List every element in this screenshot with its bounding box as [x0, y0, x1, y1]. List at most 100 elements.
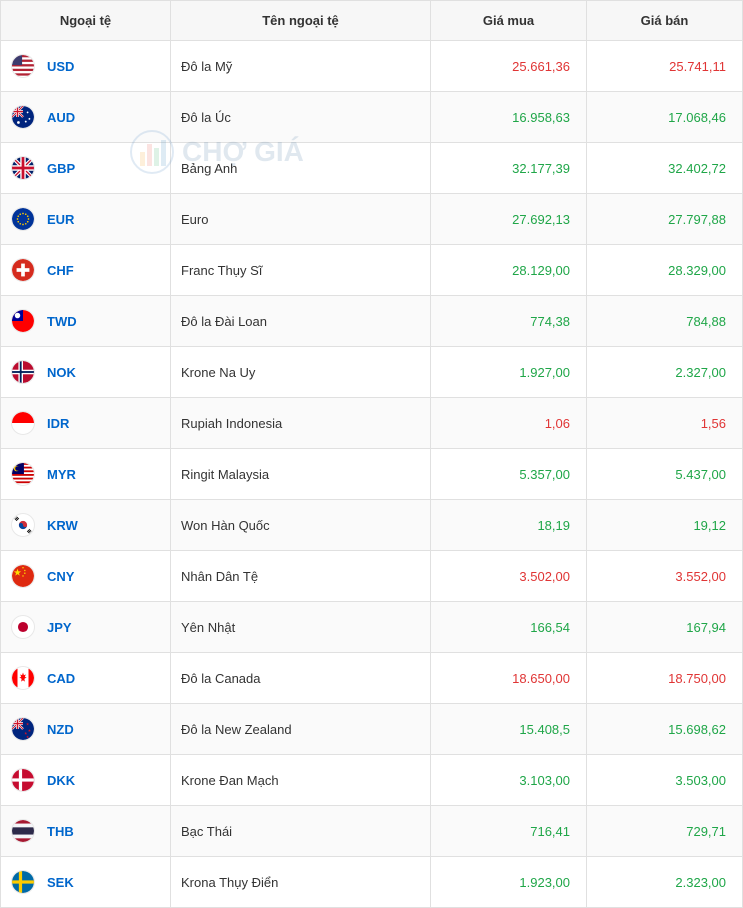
- cell-name: Yên Nhật: [171, 602, 431, 653]
- cell-sell-price: 784,88: [587, 296, 743, 347]
- cell-sell-price: 2.327,00: [587, 347, 743, 398]
- currency-code-link[interactable]: CNY: [47, 569, 74, 584]
- cell-name: Franc Thụy Sĩ: [171, 245, 431, 296]
- header-buy: Giá mua: [431, 1, 587, 41]
- cell-name: Won Hàn Quốc: [171, 500, 431, 551]
- cell-name: Đô la Canada: [171, 653, 431, 704]
- currency-code-link[interactable]: JPY: [47, 620, 72, 635]
- cell-buy-price: 5.357,00: [431, 449, 587, 500]
- cell-sell-price: 1,56: [587, 398, 743, 449]
- table-row: NZDĐô la New Zealand15.408,515.698,62: [1, 704, 743, 755]
- cell-code: IDR: [1, 398, 171, 449]
- flag-icon: [11, 309, 35, 333]
- cell-name: Bạc Thái: [171, 806, 431, 857]
- cell-name: Đô la Úc: [171, 92, 431, 143]
- cell-buy-price: 28.129,00: [431, 245, 587, 296]
- cell-name: Krone Na Uy: [171, 347, 431, 398]
- cell-name: Ringit Malaysia: [171, 449, 431, 500]
- table-row: THBBạc Thái716,41729,71: [1, 806, 743, 857]
- cell-name: Rupiah Indonesia: [171, 398, 431, 449]
- table-row: CAD Đô la Canada18.650,0018.750,00: [1, 653, 743, 704]
- flag-icon: [11, 615, 35, 639]
- flag-icon: [11, 258, 35, 282]
- currency-code-link[interactable]: KRW: [47, 518, 78, 533]
- currency-code-link[interactable]: DKK: [47, 773, 75, 788]
- cell-code: GBP: [1, 143, 171, 194]
- currency-code-link[interactable]: MYR: [47, 467, 76, 482]
- currency-code-link[interactable]: CAD: [47, 671, 75, 686]
- table-row: EUREuro27.692,1327.797,88: [1, 194, 743, 245]
- exchange-rate-table: Ngoại tệ Tên ngoại tệ Giá mua Giá bán US…: [0, 0, 743, 908]
- cell-code: CNY: [1, 551, 171, 602]
- cell-name: Bảng Anh: [171, 143, 431, 194]
- currency-code-link[interactable]: SEK: [47, 875, 74, 890]
- cell-buy-price: 3.502,00: [431, 551, 587, 602]
- currency-code-link[interactable]: NZD: [47, 722, 74, 737]
- currency-code-link[interactable]: NOK: [47, 365, 76, 380]
- cell-code: JPY: [1, 602, 171, 653]
- flag-icon: [11, 513, 35, 537]
- cell-name: Krona Thụy Điển: [171, 857, 431, 908]
- cell-sell-price: 3.552,00: [587, 551, 743, 602]
- cell-buy-price: 32.177,39: [431, 143, 587, 194]
- currency-code-link[interactable]: TWD: [47, 314, 77, 329]
- flag-icon: [11, 156, 35, 180]
- flag-icon: [11, 768, 35, 792]
- cell-sell-price: 729,71: [587, 806, 743, 857]
- flag-icon: [11, 411, 35, 435]
- header-sell: Giá bán: [587, 1, 743, 41]
- currency-code-link[interactable]: USD: [47, 59, 74, 74]
- flag-icon: [11, 819, 35, 843]
- cell-buy-price: 1.927,00: [431, 347, 587, 398]
- cell-code: SEK: [1, 857, 171, 908]
- cell-buy-price: 1.923,00: [431, 857, 587, 908]
- currency-code-link[interactable]: GBP: [47, 161, 75, 176]
- currency-code-link[interactable]: THB: [47, 824, 74, 839]
- cell-code: CAD: [1, 653, 171, 704]
- currency-code-link[interactable]: EUR: [47, 212, 74, 227]
- cell-name: Đô la Đài Loan: [171, 296, 431, 347]
- cell-name: Đô la New Zealand: [171, 704, 431, 755]
- cell-code: TWD: [1, 296, 171, 347]
- cell-code: USD: [1, 41, 171, 92]
- cell-sell-price: 25.741,11: [587, 41, 743, 92]
- cell-sell-price: 5.437,00: [587, 449, 743, 500]
- cell-sell-price: 15.698,62: [587, 704, 743, 755]
- cell-name: Đô la Mỹ: [171, 41, 431, 92]
- table-row: CNYNhân Dân Tệ3.502,003.552,00: [1, 551, 743, 602]
- cell-buy-price: 166,54: [431, 602, 587, 653]
- cell-buy-price: 18,19: [431, 500, 587, 551]
- flag-icon: [11, 207, 35, 231]
- cell-buy-price: 1,06: [431, 398, 587, 449]
- cell-sell-price: 27.797,88: [587, 194, 743, 245]
- cell-sell-price: 19,12: [587, 500, 743, 551]
- cell-sell-price: 167,94: [587, 602, 743, 653]
- currency-code-link[interactable]: IDR: [47, 416, 69, 431]
- flag-icon: [11, 870, 35, 894]
- cell-buy-price: 25.661,36: [431, 41, 587, 92]
- cell-code: KRW: [1, 500, 171, 551]
- cell-code: CHF: [1, 245, 171, 296]
- flag-icon: [11, 462, 35, 486]
- table-row: IDR Rupiah Indonesia1,061,56: [1, 398, 743, 449]
- cell-code: NOK: [1, 347, 171, 398]
- cell-buy-price: 774,38: [431, 296, 587, 347]
- table-row: MYR Ringit Malaysia5.357,005.437,00: [1, 449, 743, 500]
- table-row: GBPBảng Anh32.177,3932.402,72: [1, 143, 743, 194]
- cell-buy-price: 27.692,13: [431, 194, 587, 245]
- cell-code: DKK: [1, 755, 171, 806]
- flag-icon: [11, 105, 35, 129]
- table-row: USD Đô la Mỹ25.661,3625.741,11: [1, 41, 743, 92]
- table-wrapper: CHỢ GIÁ Ngoại tệ Tên ngoại tệ Giá mua Gi…: [0, 0, 743, 908]
- currency-code-link[interactable]: AUD: [47, 110, 75, 125]
- table-row: JPY Yên Nhật166,54167,94: [1, 602, 743, 653]
- flag-icon: [11, 360, 35, 384]
- cell-sell-price: 18.750,00: [587, 653, 743, 704]
- currency-code-link[interactable]: CHF: [47, 263, 74, 278]
- cell-sell-price: 17.068,46: [587, 92, 743, 143]
- cell-buy-price: 16.958,63: [431, 92, 587, 143]
- cell-code: EUR: [1, 194, 171, 245]
- cell-buy-price: 18.650,00: [431, 653, 587, 704]
- header-code: Ngoại tệ: [1, 1, 171, 41]
- cell-code: AUD: [1, 92, 171, 143]
